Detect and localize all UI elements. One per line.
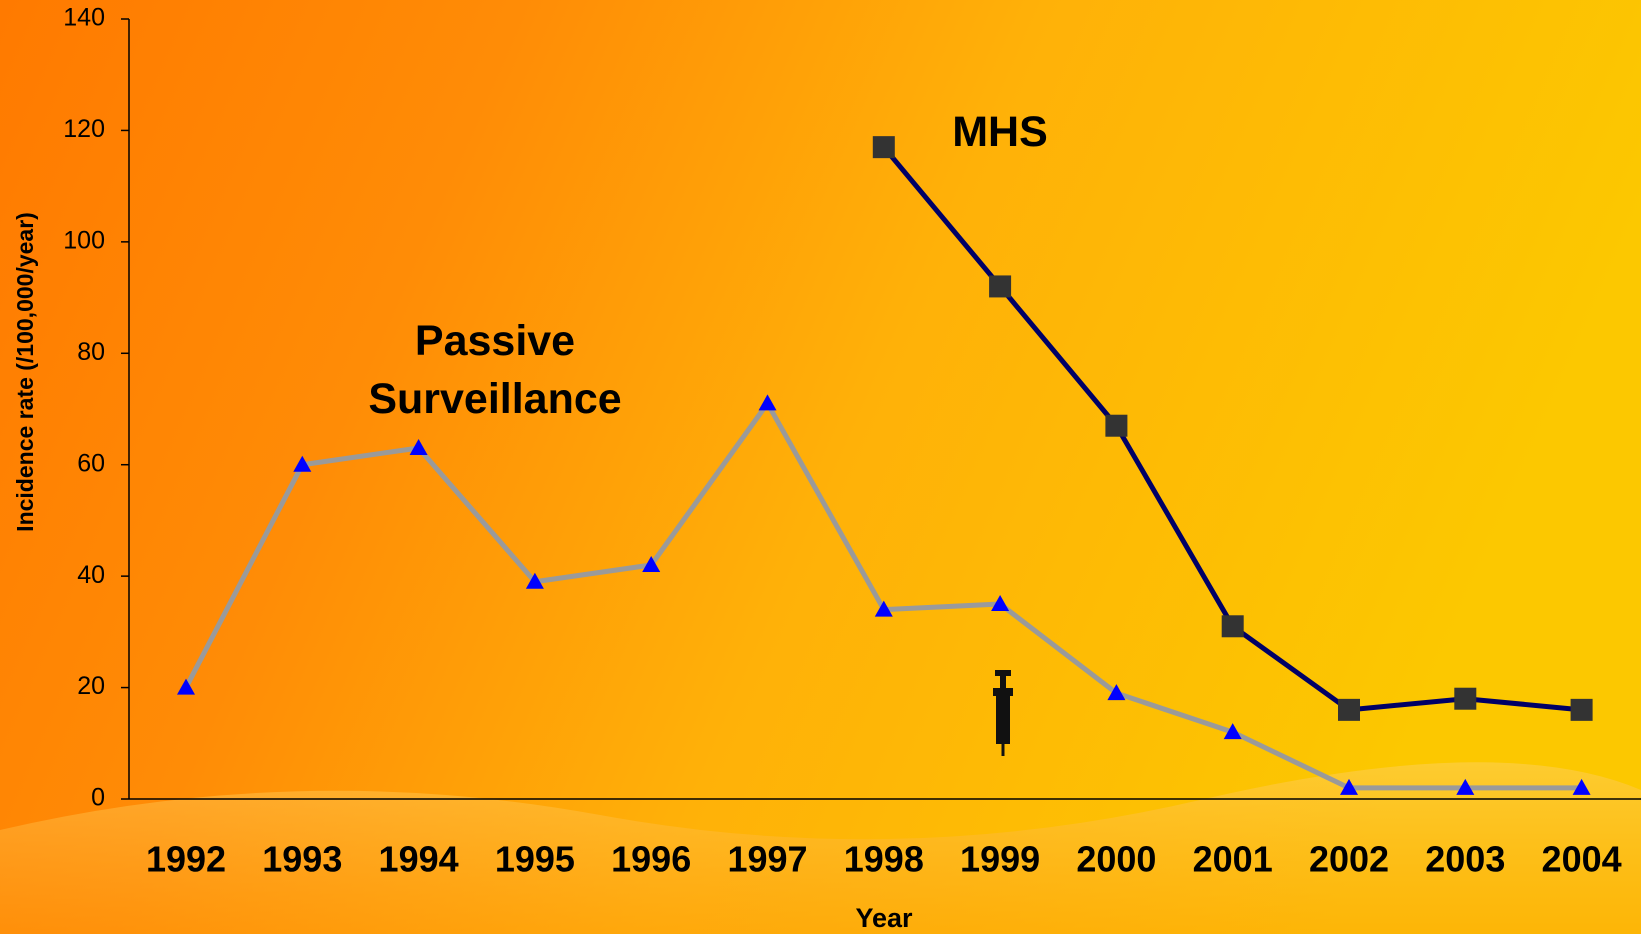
y-tick-label: 80: [77, 338, 105, 366]
x-tick-label: 2002: [1309, 839, 1389, 880]
point-marker: [874, 600, 893, 617]
y-tick-label: 0: [91, 784, 105, 812]
y-tick-label: 40: [77, 561, 105, 589]
x-tick-label: 1997: [727, 839, 807, 880]
y-tick-label: 120: [63, 115, 105, 143]
point-marker: [1223, 723, 1242, 740]
x-tick-label: 1993: [262, 839, 342, 880]
x-tick-label: 2001: [1193, 839, 1273, 880]
point-marker: [1105, 414, 1128, 437]
series-label: Passive Surveillance: [368, 317, 622, 423]
point-marker: [1107, 684, 1126, 701]
point-marker: [758, 394, 777, 411]
point-marker: [1572, 778, 1591, 795]
point-marker: [293, 455, 312, 472]
x-axis-title: Year: [855, 903, 913, 933]
point-marker: [525, 572, 544, 589]
x-tick-label: 1998: [844, 839, 924, 880]
syringe-icon: [993, 670, 1013, 756]
point-marker: [1340, 778, 1358, 795]
x-tick-label: 2003: [1425, 839, 1505, 880]
point-marker: [1338, 698, 1360, 721]
x-tick-label: 1992: [146, 839, 226, 880]
x-tick-label: 1995: [495, 839, 575, 880]
y-tick-label: 60: [77, 449, 105, 477]
point-marker: [642, 556, 661, 572]
x-tick-label: 2000: [1076, 839, 1156, 880]
point-marker: [991, 595, 1010, 611]
x-tick-label: 2004: [1542, 839, 1622, 880]
point-marker: [177, 678, 195, 695]
x-tick-label: 1994: [379, 839, 459, 880]
point-marker: [989, 275, 1012, 298]
point-marker: [1570, 698, 1593, 721]
point-marker: [872, 136, 895, 159]
point-marker: [1221, 615, 1244, 638]
point-marker: [1456, 778, 1475, 795]
y-tick-label: 100: [63, 226, 105, 254]
background-wave: [0, 762, 1641, 934]
series-label: MHS: [952, 108, 1048, 156]
point-marker: [409, 439, 428, 455]
y-tick-label: 20: [77, 672, 105, 700]
x-tick-label: 1996: [611, 839, 691, 880]
x-tick-label: 1999: [960, 839, 1040, 880]
y-tick-label: 140: [63, 4, 105, 32]
point-marker: [1454, 687, 1477, 710]
y-axis-title: Incidence rate (/100,000/year): [12, 212, 38, 532]
